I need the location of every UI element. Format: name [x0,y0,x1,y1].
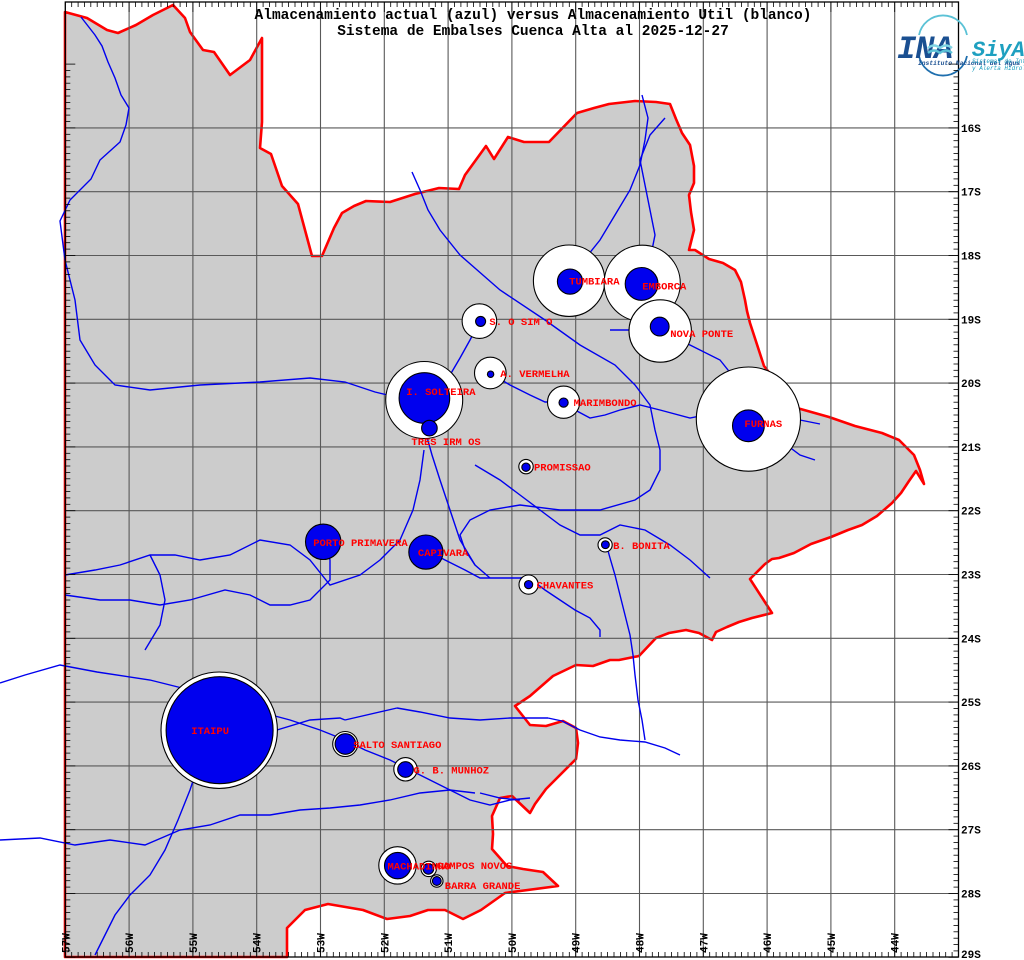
svg-text:45W: 45W [827,933,839,953]
svg-text:51W: 51W [444,933,456,953]
svg-text:21S: 21S [961,443,981,455]
svg-text:44W: 44W [891,933,903,953]
svg-text:16S: 16S [961,124,981,136]
svg-text:S. O SIM O: S. O SIM O [489,317,552,329]
svg-text:28S: 28S [961,890,981,902]
svg-text:52W: 52W [380,933,392,953]
svg-text:Sistema de Embalses Cuenca Alt: Sistema de Embalses Cuenca Alta al 2025-… [337,24,729,40]
svg-text:PROMISSAO: PROMISSAO [534,463,591,475]
svg-text:y Alerta Hidrologico: y Alerta Hidrologico [971,65,1024,72]
svg-text:TRES IRM OS: TRES IRM OS [411,437,480,449]
svg-text:PORTO PRIMAVERA: PORTO PRIMAVERA [313,538,408,550]
svg-text:20S: 20S [961,379,981,391]
svg-text:Almacenamiento actual (azul) v: Almacenamiento actual (azul) versus Alma… [255,8,812,24]
svg-text:NOVA PONTE: NOVA PONTE [670,329,733,341]
svg-text:55W: 55W [189,933,201,953]
svg-text:46W: 46W [763,933,775,953]
svg-text:57W: 57W [61,933,73,953]
svg-text:17S: 17S [961,188,981,200]
svg-text:G. B. MUNHOZ: G. B. MUNHOZ [414,765,490,777]
svg-text:26S: 26S [961,762,981,774]
svg-text:EMBORCA: EMBORCA [642,281,687,293]
svg-text:27S: 27S [961,826,981,838]
svg-text:I. SOLTEIRA: I. SOLTEIRA [406,387,476,399]
svg-text:B. BONITA: B. BONITA [613,541,670,553]
svg-text:SALTO SANTIAGO: SALTO SANTIAGO [353,740,441,752]
svg-text:TUMBIARA: TUMBIARA [569,277,620,289]
svg-text:22S: 22S [961,507,981,519]
svg-text:50W: 50W [508,933,520,953]
svg-text:23S: 23S [961,571,981,583]
svg-text:47W: 47W [699,933,711,953]
svg-text:18S: 18S [961,252,981,264]
svg-text:56W: 56W [125,933,137,953]
svg-text:49W: 49W [572,933,584,953]
svg-text:BARRA GRANDE: BARRA GRANDE [445,881,521,893]
svg-text:53W: 53W [317,933,329,953]
svg-text:CAMPOS NOVOS: CAMPOS NOVOS [437,861,513,873]
svg-text:54W: 54W [253,933,265,953]
svg-text:CAPIVARA: CAPIVARA [418,548,469,560]
svg-text:Sistemas de Informacion: Sistemas de Informacion [972,58,1024,65]
svg-text:29S: 29S [961,950,981,960]
svg-text:19S: 19S [961,315,981,327]
svg-text:25S: 25S [961,698,981,710]
svg-text:24S: 24S [961,634,981,646]
svg-text:A. VERMELHA: A. VERMELHA [500,369,570,381]
svg-text:ITAIPU: ITAIPU [191,726,229,738]
svg-text:FURNAS: FURNAS [744,419,782,431]
svg-text:CHAVANTES: CHAVANTES [537,581,594,593]
svg-text:MARIMBONDO: MARIMBONDO [574,398,637,410]
svg-text:48W: 48W [636,933,648,953]
